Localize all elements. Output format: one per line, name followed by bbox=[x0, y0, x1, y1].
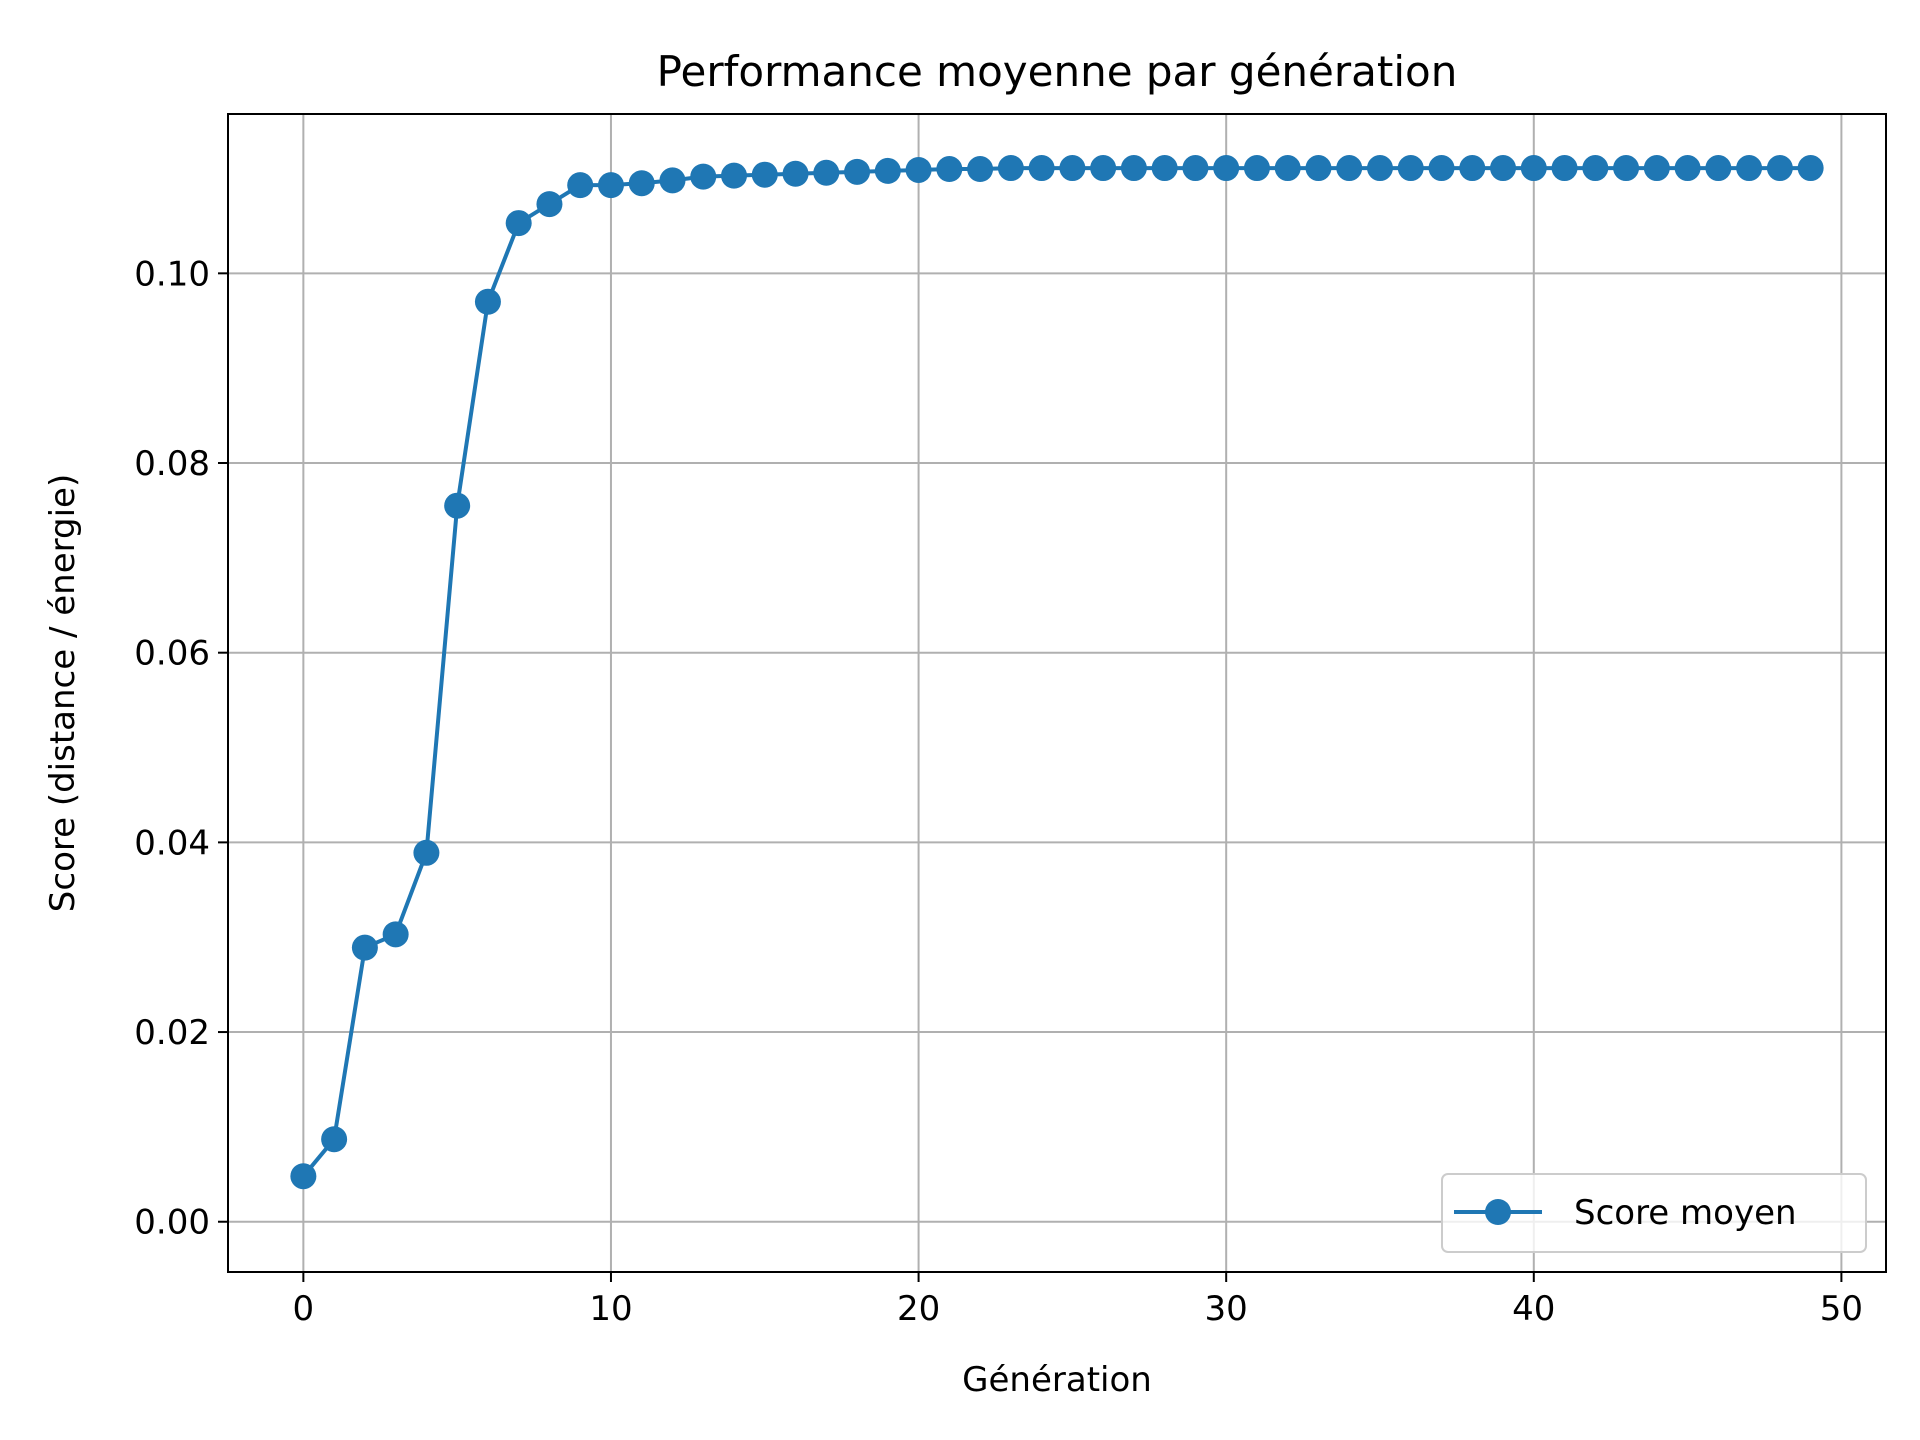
x-tick-label: 40 bbox=[1512, 1289, 1555, 1329]
legend-marker-icon bbox=[1485, 1199, 1511, 1225]
legend-label: Score moyen bbox=[1574, 1193, 1797, 1233]
y-tick-label: 0.06 bbox=[134, 634, 210, 674]
legend-box bbox=[1441, 1173, 1867, 1253]
x-tick-label: 10 bbox=[589, 1289, 632, 1329]
data-point bbox=[1705, 155, 1732, 182]
data-point bbox=[290, 1163, 317, 1190]
data-point bbox=[844, 158, 871, 185]
data-point bbox=[1274, 155, 1301, 182]
data-point bbox=[505, 210, 532, 237]
grid bbox=[228, 114, 1886, 1272]
data-point bbox=[751, 161, 778, 188]
data-point bbox=[1366, 155, 1393, 182]
x-tick-label: 20 bbox=[897, 1289, 940, 1329]
data-point bbox=[1674, 155, 1701, 182]
data-point bbox=[1182, 155, 1209, 182]
data-point bbox=[1028, 155, 1055, 182]
data-point bbox=[474, 288, 501, 315]
data-point bbox=[1243, 155, 1270, 182]
data-point bbox=[813, 159, 840, 186]
data-point bbox=[874, 157, 901, 184]
y-tick-label: 0.04 bbox=[134, 823, 210, 863]
data-point bbox=[1551, 155, 1578, 182]
data-point bbox=[351, 934, 378, 961]
x-axis-label: Génération bbox=[962, 1360, 1152, 1400]
data-point bbox=[444, 492, 471, 519]
data-point bbox=[628, 170, 655, 197]
data-point bbox=[1090, 155, 1117, 182]
data-point bbox=[690, 163, 717, 190]
chart-title: Performance moyenne par génération bbox=[657, 47, 1458, 96]
data-point bbox=[1736, 155, 1763, 182]
data-point bbox=[1582, 155, 1609, 182]
data-point bbox=[1305, 155, 1332, 182]
data-point bbox=[1428, 155, 1455, 182]
plot-area bbox=[290, 155, 1824, 1190]
y-tick-label: 0.02 bbox=[134, 1013, 210, 1053]
data-point bbox=[1520, 155, 1547, 182]
data-point bbox=[782, 160, 809, 187]
data-point bbox=[1397, 155, 1424, 182]
data-point bbox=[1766, 155, 1793, 182]
data-point bbox=[997, 155, 1024, 182]
data-point bbox=[1059, 155, 1086, 182]
data-point bbox=[659, 167, 686, 194]
x-tick-label: 30 bbox=[1205, 1289, 1248, 1329]
ticks: 0 10 20 30 40 50 0.00 0.02 0.04 0.06 0.08 0.10 bbox=[134, 254, 1863, 1329]
y-tick-label: 0.08 bbox=[134, 444, 210, 484]
axes-frame bbox=[227, 113, 1887, 1273]
x-tick-label: 50 bbox=[1820, 1289, 1863, 1329]
data-point bbox=[721, 162, 748, 189]
data-point bbox=[382, 921, 409, 948]
data-point bbox=[936, 156, 963, 183]
y-tick-label: 0.10 bbox=[134, 254, 210, 294]
data-point bbox=[413, 839, 440, 866]
data-point bbox=[1213, 155, 1240, 182]
data-point bbox=[1797, 155, 1824, 182]
data-point bbox=[967, 156, 994, 183]
data-point bbox=[1490, 155, 1517, 182]
data-point bbox=[1336, 155, 1363, 182]
data-point bbox=[905, 156, 932, 183]
data-point bbox=[536, 191, 563, 218]
data-point bbox=[1120, 155, 1147, 182]
data-point bbox=[1613, 155, 1640, 182]
data-point bbox=[321, 1126, 348, 1153]
legend: Score moyen bbox=[1441, 1173, 1867, 1253]
data-point bbox=[1459, 155, 1486, 182]
data-point bbox=[1643, 155, 1670, 182]
data-point bbox=[1151, 155, 1178, 182]
y-axis-label: Score (distance / énergie) bbox=[43, 474, 83, 912]
data-point bbox=[567, 172, 594, 199]
y-tick-label: 0.00 bbox=[134, 1203, 210, 1243]
x-tick-label: 0 bbox=[293, 1289, 315, 1329]
data-point bbox=[597, 172, 624, 199]
